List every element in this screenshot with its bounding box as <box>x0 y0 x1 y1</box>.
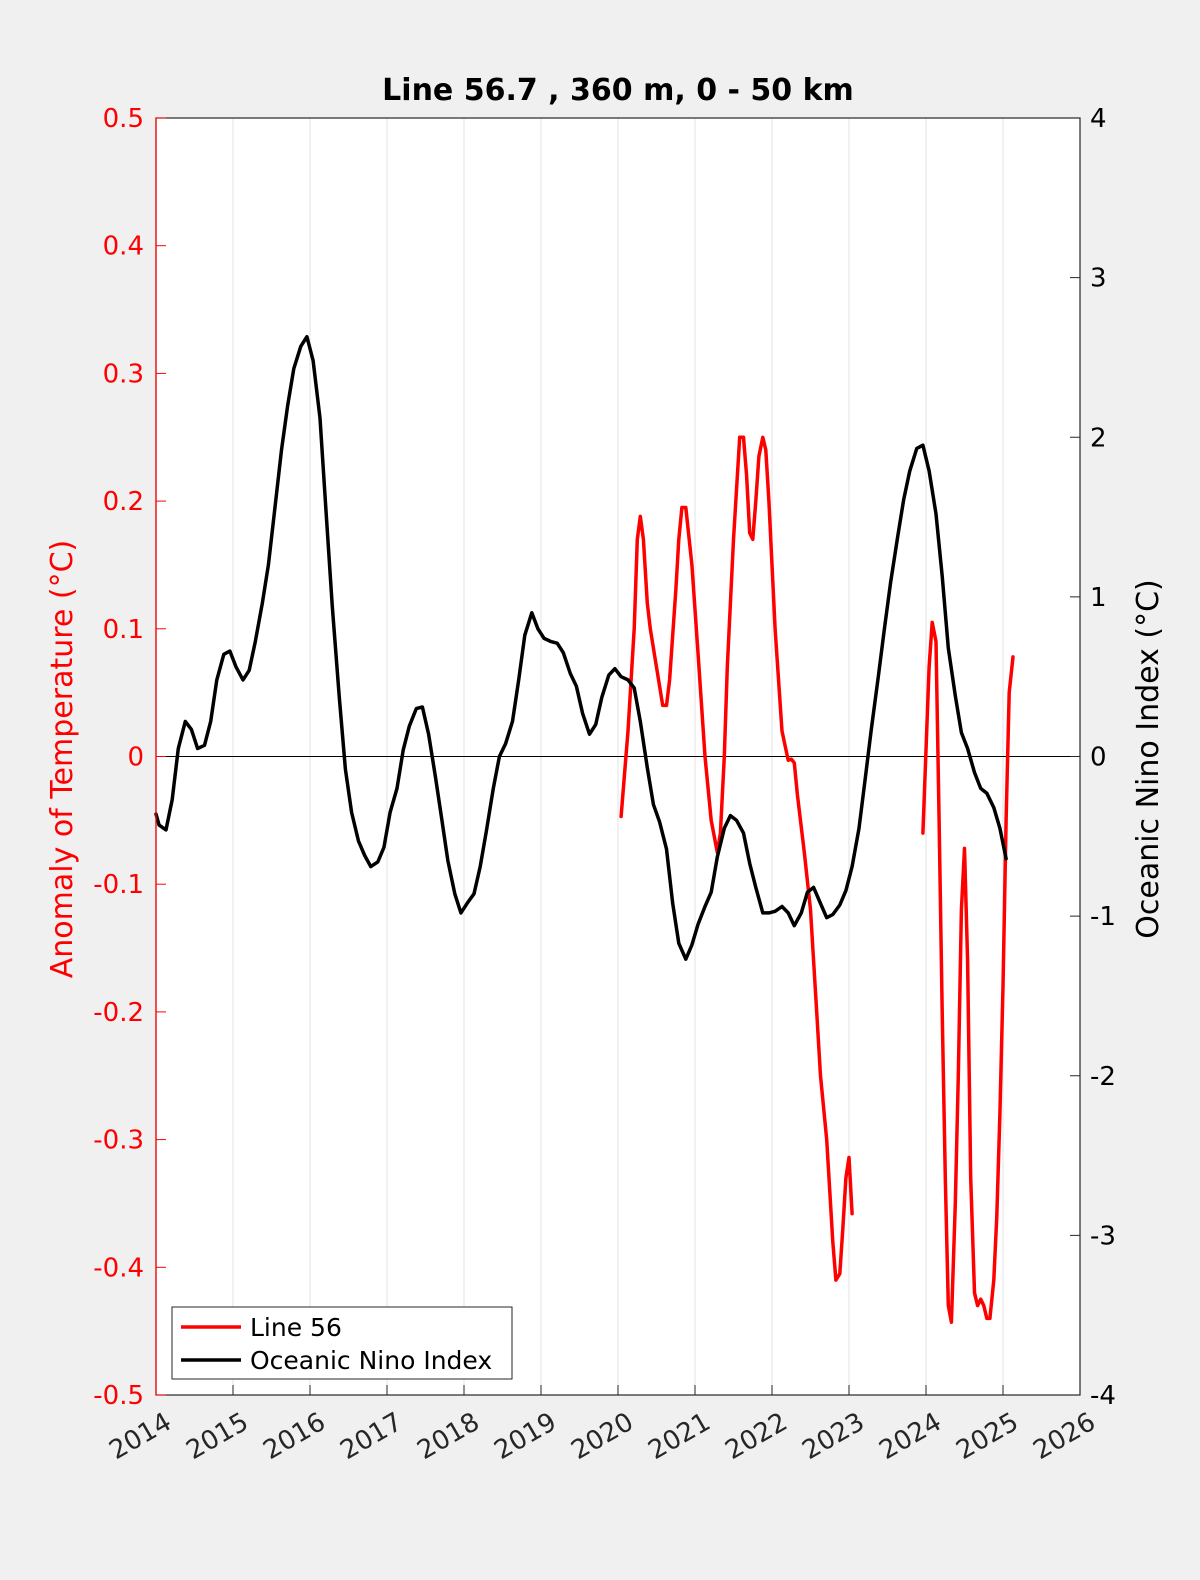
series-line-oni <box>154 334 1008 961</box>
y-right-tick-label: 4 <box>1090 104 1107 134</box>
legend: Line 56 Oceanic Nino Index <box>171 1306 513 1380</box>
series-layer <box>154 334 1015 1324</box>
series-line-line56 <box>921 620 1015 1324</box>
y-right-tick-label: 3 <box>1090 264 1107 294</box>
y-right-tick-label: -2 <box>1090 1062 1116 1092</box>
legend-label-oni: Oceanic Nino Index <box>250 1346 492 1375</box>
y-right-tick-label: 1 <box>1090 583 1107 613</box>
y-axis-right-label: Oceanic Nino Index (°C) <box>1131 579 1166 939</box>
y-left-tick-label: 0.1 <box>103 615 144 645</box>
y-right-tick-label: -1 <box>1090 902 1116 932</box>
series-line-line56 <box>619 435 854 1282</box>
y-left-tick-label: -0.3 <box>93 1126 144 1156</box>
y-left-tick-label: 0.5 <box>103 104 144 134</box>
y-left-tick-label: 0.3 <box>103 359 144 389</box>
y-left-tick-label: 0.2 <box>103 487 144 517</box>
y-right-tick-label: 2 <box>1090 423 1107 453</box>
y-left-tick-label: -0.5 <box>93 1381 144 1411</box>
legend-box <box>171 1306 513 1380</box>
y-axis-left-label: Anomaly of Temperature (°C) <box>45 540 80 979</box>
legend-label-line56: Line 56 <box>250 1313 342 1342</box>
y-left-tick-label: -0.1 <box>93 870 144 900</box>
y-left-tick-label: -0.2 <box>93 998 144 1028</box>
chart-title: Line 56.7 , 360 m, 0 - 50 km <box>382 73 854 108</box>
y-left-tick-label: 0 <box>127 743 144 773</box>
y-left-tick-label: -0.4 <box>93 1253 144 1283</box>
y-right-tick-label: 0 <box>1090 743 1107 773</box>
y-left-tick-label: 0.4 <box>103 232 144 262</box>
y-right-tick-label: -4 <box>1090 1381 1116 1411</box>
y-right-tick-label: -3 <box>1090 1221 1116 1251</box>
